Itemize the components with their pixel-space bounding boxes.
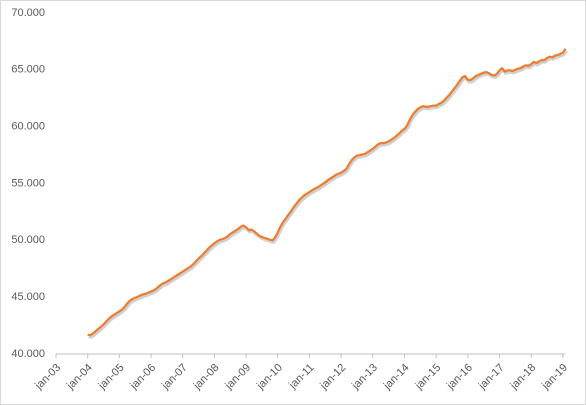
line bbox=[87, 48, 567, 337]
y-tick-label: 50.000 bbox=[11, 234, 45, 246]
y-tick-label: 65.000 bbox=[11, 64, 45, 76]
y-tick-label: 60.000 bbox=[11, 121, 45, 133]
y-tick-label: 45.000 bbox=[11, 291, 45, 303]
line-shadow bbox=[88, 49, 568, 339]
y-tick-label: 40.000 bbox=[11, 348, 45, 360]
y-tick-label: 55.000 bbox=[11, 177, 45, 189]
y-tick-label: 70.000 bbox=[11, 7, 45, 19]
